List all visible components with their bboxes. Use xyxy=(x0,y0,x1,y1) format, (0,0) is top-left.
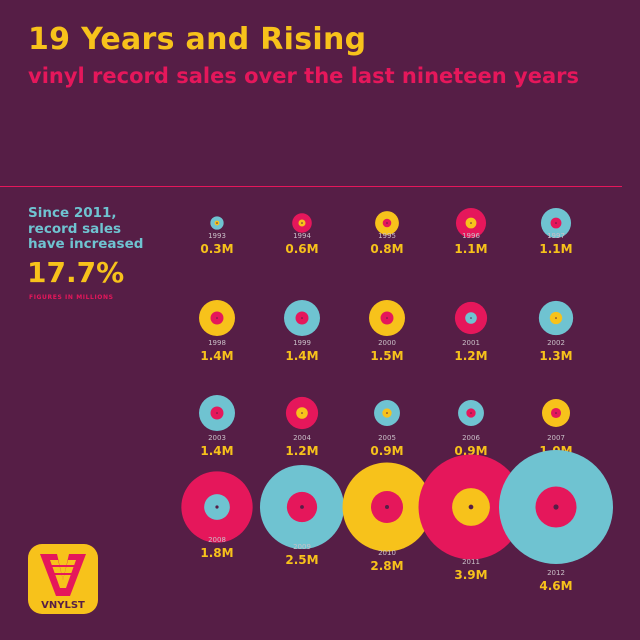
year-label: 1994 xyxy=(293,232,311,240)
record-hole xyxy=(216,222,218,224)
record-1997: 1997 1.1M xyxy=(539,207,573,256)
divider xyxy=(0,186,622,187)
figures-note: FIGURES IN MILLIONS xyxy=(29,294,114,301)
stat-value: 17.7% xyxy=(27,256,125,289)
value-label: 0.8M xyxy=(370,242,403,256)
record-hole xyxy=(555,317,557,319)
record-hole xyxy=(468,504,474,510)
value-label: 1.4M xyxy=(285,349,318,363)
year-label: 2004 xyxy=(293,434,311,442)
record-2003: 2003 1.4M xyxy=(199,395,235,458)
logo-text: VNYLST xyxy=(41,600,85,611)
record-hole xyxy=(216,317,218,319)
year-label: 2006 xyxy=(462,434,480,442)
record-hole xyxy=(386,412,388,414)
record-2011: 2011 3.9M xyxy=(418,454,524,582)
value-label: 1.3M xyxy=(539,349,572,363)
record-hole xyxy=(301,222,303,224)
year-label: 2007 xyxy=(547,434,565,442)
record-1994: 1994 0.6M xyxy=(285,213,319,256)
record-2009: 2009 2.5M xyxy=(259,464,345,567)
year-label: 2011 xyxy=(462,558,480,566)
record-2004: 2004 1.2M xyxy=(285,396,319,458)
record-hole xyxy=(215,505,219,509)
year-label: 1998 xyxy=(208,339,226,347)
record-hole xyxy=(301,317,303,319)
value-label: 0.9M xyxy=(454,444,487,458)
year-label: 2000 xyxy=(378,339,396,347)
value-label: 2.8M xyxy=(370,559,403,573)
record-1999: 1999 1.4M xyxy=(284,300,320,363)
record-hole xyxy=(384,504,390,510)
value-label: 0.6M xyxy=(285,242,318,256)
record-hole xyxy=(386,222,388,224)
year-label: 2010 xyxy=(378,549,396,557)
year-label: 1997 xyxy=(547,232,565,240)
record-hole xyxy=(470,317,472,319)
year-label: 2003 xyxy=(208,434,226,442)
record-1993: 1993 0.3M xyxy=(200,216,234,256)
stat-text: Since 2011, record sales have increased xyxy=(28,205,144,252)
record-1998: 1998 1.4M xyxy=(199,300,235,363)
page-subtitle: vinyl record sales over the last ninetee… xyxy=(28,64,580,88)
year-label: 1996 xyxy=(462,232,480,240)
year-label: 2009 xyxy=(293,543,311,551)
year-label: 2008 xyxy=(208,536,226,544)
year-label: 1993 xyxy=(208,232,226,240)
year-label: 2005 xyxy=(378,434,396,442)
record-hole xyxy=(553,504,559,510)
record-1995: 1995 0.8M xyxy=(370,211,404,256)
record-hole xyxy=(386,317,388,319)
year-label: 1999 xyxy=(293,339,311,347)
value-label: 2.5M xyxy=(285,553,318,567)
vnylst-logo: VNYLST xyxy=(28,544,98,614)
record-hole xyxy=(300,505,304,509)
value-label: 4.6M xyxy=(539,579,572,593)
year-label: 2012 xyxy=(547,569,565,577)
record-2006: 2006 0.9M xyxy=(454,400,488,458)
record-hole xyxy=(216,412,218,414)
year-label: 2001 xyxy=(462,339,480,347)
year-label: 2002 xyxy=(547,339,565,347)
value-label: 3.9M xyxy=(454,568,487,582)
value-label: 1.8M xyxy=(200,546,233,560)
record-2007: 20071.0M xyxy=(539,399,573,458)
value-label: 1.1M xyxy=(539,242,572,256)
value-label: 1.2M xyxy=(285,444,318,458)
record-2002: 2002 1.3M xyxy=(538,300,574,363)
value-label: 1.1M xyxy=(454,242,487,256)
value-label: 1.2M xyxy=(454,349,487,363)
value-label: 1.4M xyxy=(200,444,233,458)
record-hole xyxy=(555,412,557,414)
page-title: 19 Years and Rising xyxy=(28,22,367,57)
record-2001: 2001 1.2M xyxy=(454,301,488,363)
value-label: 0.3M xyxy=(200,242,233,256)
record-2000: 2000 1.5M xyxy=(369,300,405,363)
record-hole xyxy=(470,222,472,224)
record-2012: 2012 4.6M xyxy=(499,450,613,593)
value-label: 0.9M xyxy=(370,444,403,458)
value-label: 1.4M xyxy=(200,349,233,363)
record-2005: 2005 0.9M xyxy=(370,400,404,458)
year-label: 1995 xyxy=(378,232,396,240)
record-hole xyxy=(301,412,303,414)
record-1996: 1996 1.1M xyxy=(454,207,488,256)
record-hole xyxy=(470,412,472,414)
value-label: 1.5M xyxy=(370,349,403,363)
record-2008: 2008 1.8M xyxy=(181,471,253,560)
record-2010: 2010 2.8M xyxy=(342,462,432,573)
record-hole xyxy=(555,222,557,224)
